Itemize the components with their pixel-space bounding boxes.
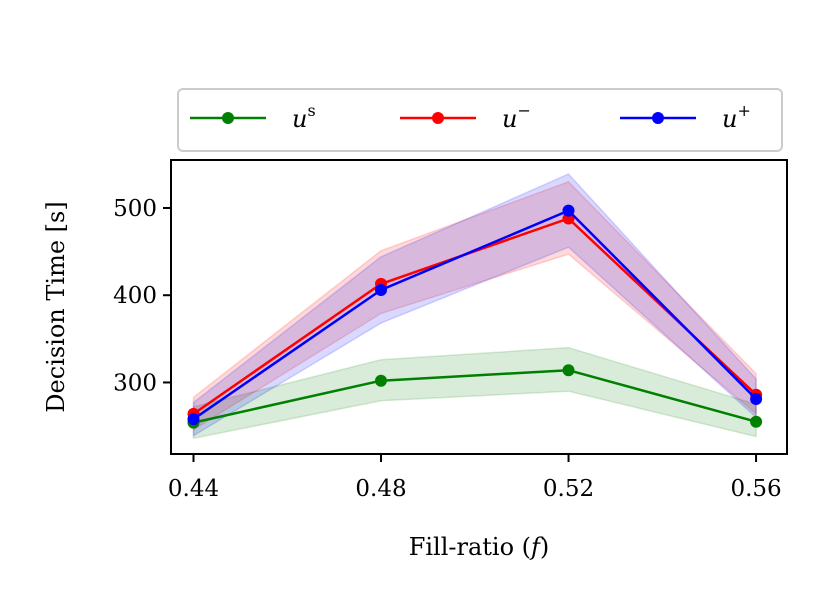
x-tick-label-1: 0.44 [168, 476, 219, 502]
legend-label-2: u− [502, 101, 531, 133]
y-tick-label-2: 400 [113, 283, 157, 309]
data-point-3-1 [187, 413, 200, 426]
legend-marker-1 [222, 112, 234, 124]
data-point-1-4 [750, 415, 763, 428]
x-tick-label-2: 0.48 [355, 476, 406, 502]
legend-entry-3: u+ [620, 101, 751, 133]
series-lines [187, 204, 763, 429]
x-axis: 0.44 0.48 0.52 0.56 [168, 454, 782, 502]
legend-label-1: us [292, 101, 316, 133]
legend-box [177, 88, 783, 152]
data-point-3-2 [375, 284, 387, 296]
legend-marker-2 [432, 112, 444, 124]
plot-frame [170, 159, 788, 455]
y-tick-label-3: 500 [113, 196, 157, 222]
legend-label-3: u+ [722, 101, 751, 133]
x-tick-label-4: 0.56 [730, 476, 781, 502]
data-point-1-3 [562, 364, 575, 377]
legend-marker-3 [652, 112, 664, 124]
y-tick-label-1: 300 [113, 370, 157, 396]
data-point-1-2 [375, 374, 387, 387]
series-line-1 [193, 368, 757, 424]
y-axis: 300 400 500 [113, 196, 171, 396]
x-tick-label-3: 0.52 [543, 476, 594, 502]
series-line-3 [192, 209, 757, 421]
confidence-band-2 [192, 180, 757, 431]
legend: us u− u+ [190, 101, 751, 133]
data-point-3-3 [562, 204, 575, 217]
data-point-3-4 [750, 393, 763, 405]
y-axis-label: Decision Time [s] [42, 201, 70, 412]
legend-entry-2: u− [400, 101, 531, 133]
x-axis-label: Fill-ratio (f) [409, 533, 550, 561]
confidence-band-1 [192, 346, 757, 440]
legend-entry-1: us [190, 101, 316, 133]
